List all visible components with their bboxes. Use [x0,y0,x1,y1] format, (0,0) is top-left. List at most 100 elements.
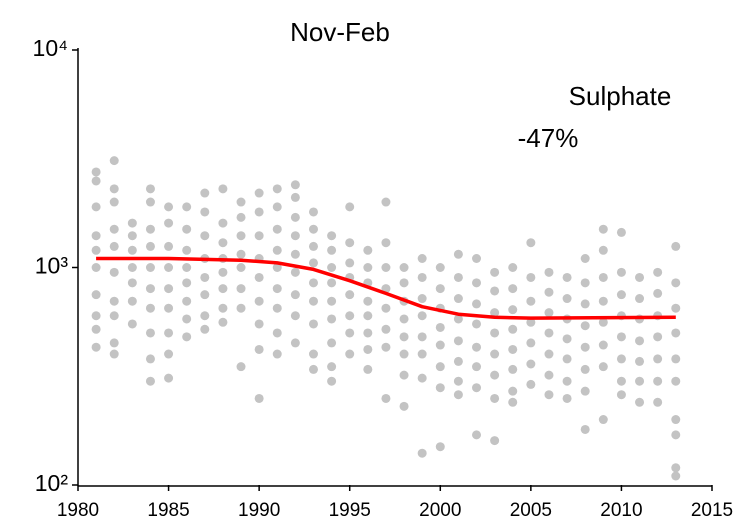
point [91,176,101,186]
point [254,393,264,403]
point [472,383,482,393]
point [435,442,445,452]
trend-line [96,256,676,320]
point [399,370,409,380]
point [91,324,101,334]
point [127,245,137,255]
point [562,334,572,344]
point [616,290,626,300]
point [616,227,626,237]
point [254,188,264,198]
point [399,332,409,342]
point [381,238,391,248]
point [290,311,300,321]
point [290,249,300,259]
point [653,354,663,364]
point [200,188,210,198]
point [598,340,608,350]
point [109,241,119,251]
point [308,349,318,359]
point [453,272,463,282]
point [580,364,590,374]
point [308,278,318,288]
point [236,303,246,313]
point [182,314,192,324]
point [526,272,536,282]
point [580,321,590,331]
point [254,231,264,241]
point [182,278,192,288]
point [399,349,409,359]
point [598,296,608,306]
point [526,359,536,369]
point [254,272,264,282]
point [616,376,626,386]
point [490,308,500,318]
point [490,349,500,359]
point [91,202,101,212]
point [127,296,137,306]
point [109,197,119,207]
point [635,356,645,366]
point [91,263,101,272]
point [671,303,681,313]
point [671,328,681,338]
point [635,272,645,282]
point [145,284,155,294]
point [127,319,137,329]
point [236,362,246,372]
point [417,272,427,282]
point [109,224,119,234]
point [127,218,137,228]
point [254,207,264,217]
point [580,299,590,309]
point [164,284,174,294]
point [381,342,391,352]
point [164,303,174,313]
point [598,272,608,282]
point [272,263,282,272]
point [182,202,192,212]
point [472,430,482,440]
point [508,344,518,354]
point [562,294,572,304]
point [598,317,608,327]
point [182,296,192,306]
point [653,288,663,298]
point [327,263,337,272]
point [671,463,681,473]
y-tick-label: 10³ [35,253,69,279]
point [490,286,500,296]
point [327,245,337,255]
point [308,241,318,251]
point [526,238,536,248]
point [580,278,590,288]
point [327,338,337,348]
point [417,311,427,321]
point [345,258,355,268]
point [254,319,264,329]
point [544,328,554,338]
point [363,364,373,374]
point [671,376,681,386]
point [417,448,427,458]
point [164,263,174,272]
point [272,202,282,212]
point [472,278,482,288]
point [544,267,554,277]
point [508,397,518,407]
point [127,263,137,272]
point [218,267,228,277]
point [109,156,119,166]
point [236,284,246,294]
point [453,356,463,366]
annotation: -47% [518,123,579,153]
point [145,303,155,313]
point [109,296,119,306]
point [472,253,482,263]
point [345,290,355,300]
point [616,267,626,277]
point [435,263,445,272]
point [109,349,119,359]
point [580,342,590,352]
